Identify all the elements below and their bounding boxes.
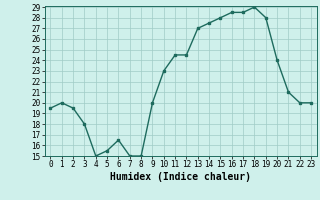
X-axis label: Humidex (Indice chaleur): Humidex (Indice chaleur) xyxy=(110,172,251,182)
